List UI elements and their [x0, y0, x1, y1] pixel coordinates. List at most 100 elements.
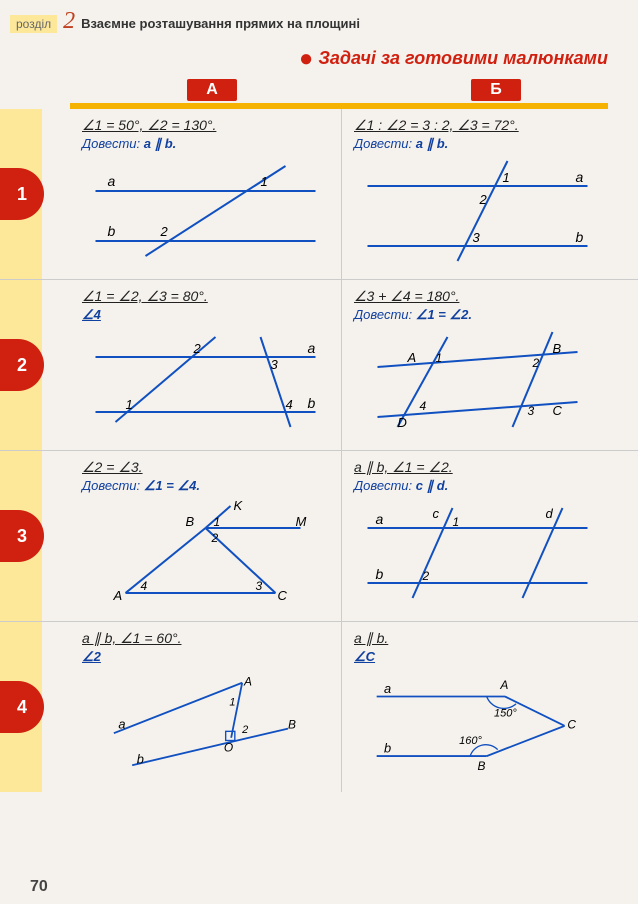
svg-text:1: 1 — [229, 697, 235, 709]
given-text: ∠1 = 50°, ∠2 = 130°. — [82, 117, 329, 134]
cell-4a: a ∥ b, ∠1 = 60°. ∠2 a b A B O 1 2 — [70, 622, 342, 792]
cell-2b: ∠3 + ∠4 = 180°. Довести: ∠1 = ∠2. A 1 B2 … — [342, 280, 613, 450]
row-number: 2 — [0, 339, 44, 391]
svg-text:1: 1 — [453, 515, 460, 529]
diagram-4b: a b A B C 150° 160° — [354, 669, 601, 779]
problem-rows: 1 ∠1 = 50°, ∠2 = 130°. Довести: a ∥ b. a… — [0, 109, 638, 792]
svg-text:K: K — [234, 498, 244, 513]
diagram-4a: a b A B O 1 2 — [82, 669, 329, 779]
row-number: 3 — [0, 510, 44, 562]
svg-text:d: d — [546, 506, 554, 521]
svg-text:B: B — [288, 718, 296, 732]
svg-text:C: C — [553, 403, 563, 418]
col-a-label: А — [187, 79, 237, 101]
given-text: ∠3 + ∠4 = 180°. — [354, 288, 601, 305]
svg-text:B: B — [186, 514, 195, 529]
svg-text:a: a — [308, 340, 316, 356]
page-header: розділ 2 Взаємне розташування прямих на … — [0, 0, 638, 39]
svg-text:a: a — [376, 511, 384, 527]
diagram-2a: a b 1 2 3 4 — [82, 327, 329, 437]
svg-text:A: A — [243, 675, 252, 689]
svg-text:150°: 150° — [494, 708, 517, 720]
svg-text:2: 2 — [160, 224, 169, 239]
svg-text:3: 3 — [256, 579, 263, 593]
given-text: ∠1 = ∠2, ∠3 = 80°. — [82, 288, 329, 305]
row-number: 4 — [0, 681, 44, 733]
diagram-3a: A C B K M 1 2 3 4 — [82, 498, 329, 608]
svg-text:1: 1 — [503, 170, 510, 185]
svg-text:B: B — [553, 341, 562, 356]
svg-text:3: 3 — [271, 357, 279, 372]
row-tab: 1 — [0, 109, 70, 279]
svg-text:C: C — [278, 588, 288, 603]
svg-text:1: 1 — [261, 174, 268, 189]
svg-text:a: a — [576, 169, 584, 185]
svg-text:2: 2 — [532, 356, 540, 370]
problem-row: 3 ∠2 = ∠3. Довести: ∠1 = ∠4. A C B K M 1… — [0, 451, 638, 622]
svg-text:2: 2 — [479, 192, 488, 207]
svg-text:c: c — [433, 506, 440, 521]
heading-text: Задачі за готовими малюнками — [318, 48, 608, 68]
cell-2a: ∠1 = ∠2, ∠3 = 80°. ∠4 a b 1 2 3 4 — [70, 280, 342, 450]
svg-text:C: C — [567, 718, 576, 732]
svg-text:a: a — [118, 717, 125, 732]
col-b-label: Б — [471, 79, 521, 101]
row-number: 1 — [0, 168, 44, 220]
prove-text: Довести: ∠1 = ∠2. — [354, 307, 601, 323]
svg-text:A: A — [499, 678, 508, 692]
prove-text: Довести: a ∥ b. — [82, 136, 329, 152]
svg-text:2: 2 — [241, 724, 248, 736]
given-text: a ∥ b. — [354, 630, 601, 647]
svg-text:b: b — [576, 229, 584, 245]
svg-text:1: 1 — [436, 351, 443, 365]
prove-text: Довести: a ∥ b. — [354, 136, 601, 152]
svg-text:D: D — [398, 415, 407, 430]
svg-text:O: O — [224, 741, 233, 755]
problem-row: 4 a ∥ b, ∠1 = 60°. ∠2 a b A B O 1 2 a ∥ … — [0, 622, 638, 792]
svg-text:2: 2 — [422, 569, 430, 583]
prove-text: ∠C — [354, 649, 601, 665]
bullet-icon: ● — [299, 45, 314, 72]
section-label: розділ — [10, 15, 57, 33]
cell-1a: ∠1 = 50°, ∠2 = 130°. Довести: a ∥ b. a b… — [70, 109, 342, 279]
row-tab: 2 — [0, 280, 70, 450]
row-tab: 3 — [0, 451, 70, 621]
diagram-3b: a b c1 d 2 — [354, 498, 601, 608]
svg-text:b: b — [137, 751, 144, 766]
row-tab: 4 — [0, 622, 70, 792]
svg-text:2: 2 — [193, 341, 202, 356]
svg-text:b: b — [376, 566, 384, 582]
tasks-heading: ● Задачі за готовими малюнками — [0, 39, 638, 79]
svg-text:B: B — [478, 759, 486, 773]
problem-row: 1 ∠1 = 50°, ∠2 = 130°. Довести: a ∥ b. a… — [0, 109, 638, 280]
cell-3b: a ∥ b, ∠1 = ∠2. Довести: c ∥ d. a b c1 d… — [342, 451, 613, 621]
cell-3a: ∠2 = ∠3. Довести: ∠1 = ∠4. A C B K M 1 2… — [70, 451, 342, 621]
problem-row: 2 ∠1 = ∠2, ∠3 = 80°. ∠4 a b 1 2 3 4 ∠3 +… — [0, 280, 638, 451]
svg-text:1: 1 — [214, 515, 221, 529]
column-headers: А Б — [0, 79, 638, 103]
prove-text: ∠2 — [82, 649, 329, 665]
prove-text: ∠4 — [82, 307, 329, 323]
svg-text:4: 4 — [286, 397, 293, 412]
svg-text:3: 3 — [473, 230, 481, 245]
svg-text:160°: 160° — [459, 735, 482, 747]
section-number: 2 — [63, 8, 75, 35]
cell-1b: ∠1 : ∠2 = 3 : 2, ∠3 = 72°. Довести: a ∥ … — [342, 109, 613, 279]
diagram-2b: A 1 B2 D4 C 3 — [354, 327, 601, 437]
given-text: a ∥ b, ∠1 = 60°. — [82, 630, 329, 647]
diagram-1b: a b 1 2 3 — [354, 156, 601, 266]
svg-text:b: b — [108, 223, 116, 239]
given-text: a ∥ b, ∠1 = ∠2. — [354, 459, 601, 476]
diagram-1a: a b 1 2 — [82, 156, 329, 266]
prove-text: Довести: ∠1 = ∠4. — [82, 478, 329, 494]
page-number: 70 — [30, 878, 48, 896]
svg-text:2: 2 — [211, 531, 219, 545]
svg-text:4: 4 — [420, 399, 427, 413]
svg-text:A: A — [113, 588, 123, 603]
svg-text:A: A — [407, 350, 417, 365]
svg-text:b: b — [384, 740, 391, 755]
svg-text:3: 3 — [528, 404, 535, 418]
prove-text: Довести: c ∥ d. — [354, 478, 601, 494]
svg-text:M: M — [296, 514, 307, 529]
svg-text:a: a — [384, 681, 391, 696]
